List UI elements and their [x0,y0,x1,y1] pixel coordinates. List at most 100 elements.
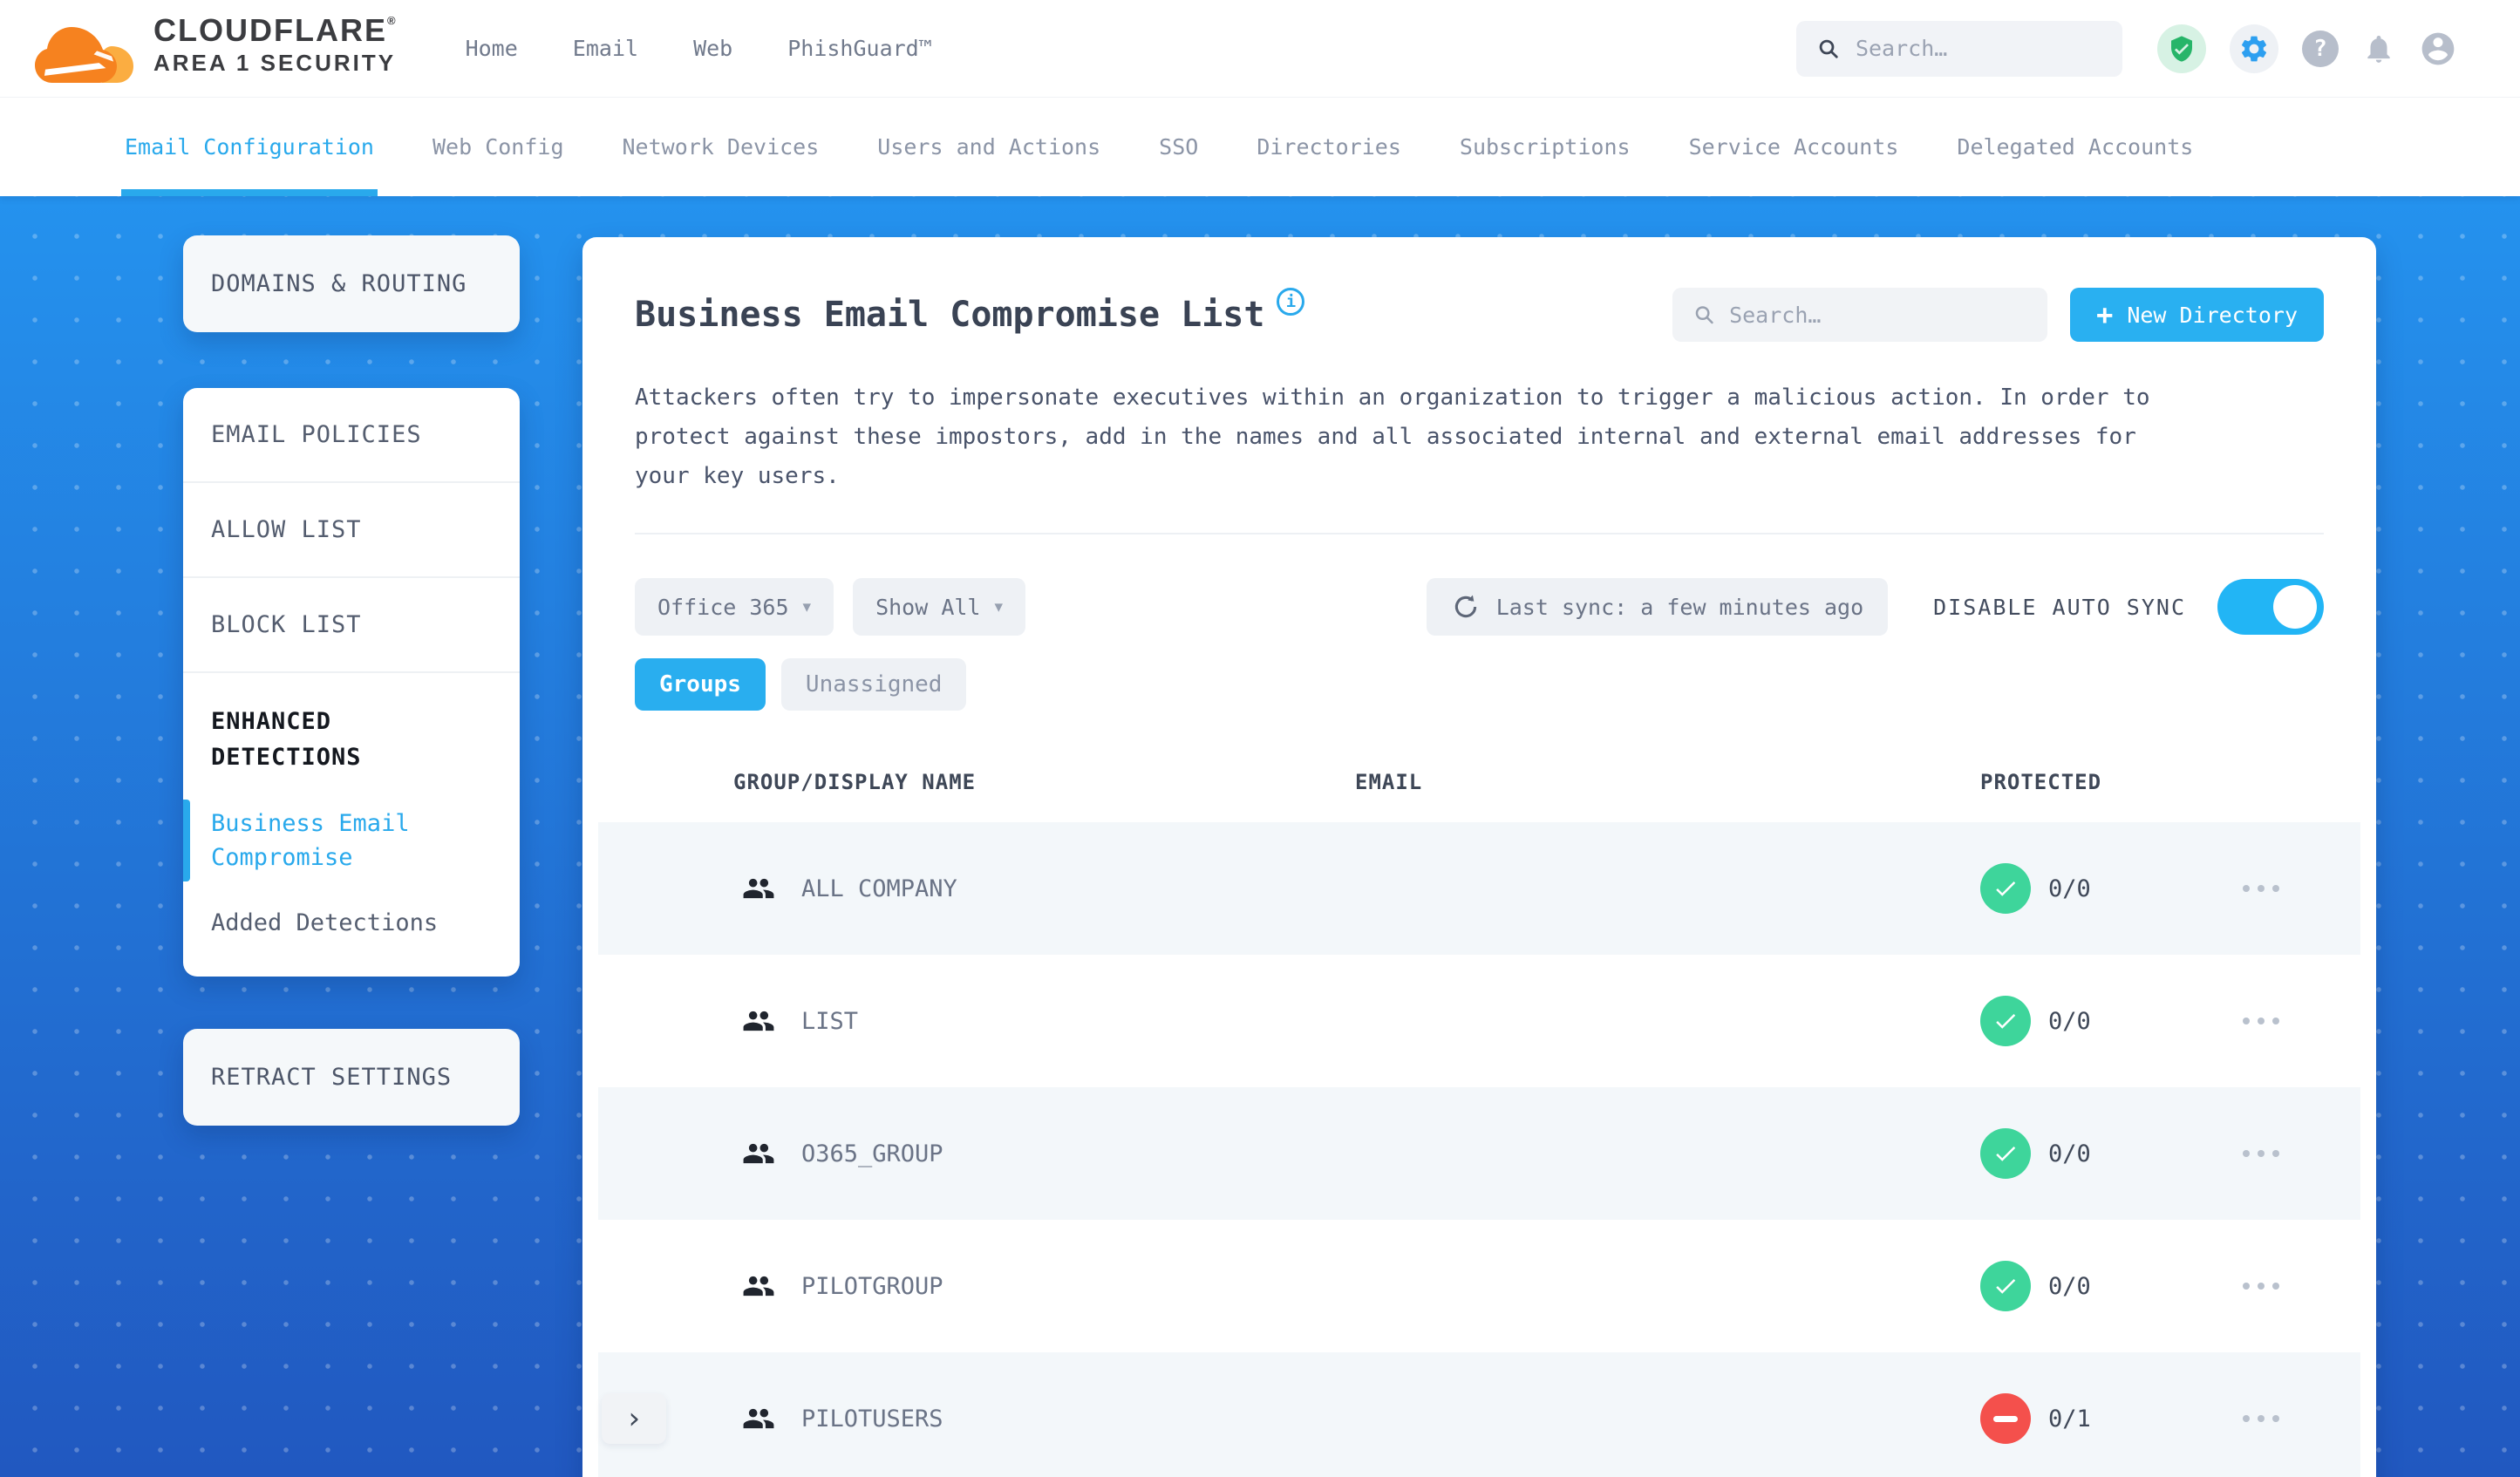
protected-count: 0/1 [2048,1405,2091,1433]
tab-network-devices[interactable]: Network Devices [622,134,820,160]
view-tab-unassigned[interactable]: Unassigned [780,658,967,711]
nav-email[interactable]: Email [572,36,639,61]
tab-subscriptions[interactable]: Subscriptions [1459,134,1631,160]
new-directory-label: New Directory [2127,302,2298,328]
group-people-icon [743,1011,774,1031]
brand-text: CLOUDFLARE ® AREA 1 SECURITY [153,11,398,77]
cloudflare-cloud-icon [35,26,133,83]
notifications-bell-icon[interactable] [2362,32,2395,65]
table-row[interactable]: ALL COMPANY 0/0 [598,822,2360,955]
row-menu-button[interactable] [2216,1283,2279,1290]
protected-count: 0/0 [2048,1272,2091,1300]
tab-service-accounts[interactable]: Service Accounts [1688,134,1899,160]
directory-filter-dropdown[interactable]: Office 365 ▾ [635,578,834,636]
table-row[interactable]: O365_GROUP 0/0 [598,1087,2360,1220]
search-icon [1819,39,1838,58]
tab-email-configuration[interactable]: Email Configuration [121,98,378,196]
tab-users-and-actions[interactable]: Users and Actions [877,134,1101,160]
show-filter-value: Show All [875,594,981,620]
auto-sync-label: DISABLE AUTO SYNC [1933,594,2186,620]
config-tabs: Email Configuration Web Config Network D… [0,98,2520,196]
table-row[interactable]: › PILOTUSERS 0/1 [598,1352,2360,1477]
last-sync-button[interactable]: Last sync: a few minutes ago [1426,578,1889,636]
sidebar-item-block-list[interactable]: BLOCK LIST [183,578,520,673]
global-search[interactable] [1796,20,2122,77]
chevron-down-icon: ▾ [802,597,812,616]
table-row[interactable]: LIST 0/0 [598,955,2360,1087]
sidebar-item-added-detections[interactable]: Added Detections [211,909,439,937]
page-title: Business Email Compromise List [635,295,1265,335]
global-search-input[interactable] [1855,36,2101,61]
protected-count: 0/0 [2048,875,2091,902]
group-name: PILOTGROUP [801,1272,943,1300]
table-row[interactable]: PILOTGROUP 0/0 [598,1220,2360,1352]
primary-nav: Home Email Web PhishGuard™ [466,36,932,61]
protected-status-badge [1980,1393,2031,1444]
sidebar-item-business-email-compromise[interactable]: Business Email Compromise [183,799,492,882]
nav-web[interactable]: Web [693,36,733,61]
chevron-down-icon: ▾ [994,597,1004,616]
tab-directories[interactable]: Directories [1257,134,1401,160]
page-description: Attackers often try to impersonate execu… [635,385,2150,489]
group-name: ALL COMPANY [801,875,957,902]
protected-status-badge [1980,996,2031,1046]
protected-status-badge [1980,1128,2031,1179]
table-body: ALL COMPANY 0/0 [598,822,2360,1477]
divider [635,533,2324,534]
refresh-icon [1454,595,1476,618]
brand-subtitle: AREA 1 SECURITY [153,50,397,77]
plus-icon: + [2096,298,2114,331]
sidebar-item-domains-routing[interactable]: DOMAINS & ROUTING [183,235,520,332]
settings-sidebar: DOMAINS & ROUTING EMAIL POLICIES ALLOW L… [183,235,520,1126]
info-icon[interactable]: i [1277,288,1305,316]
sidebar-item-retract-settings[interactable]: RETRACT SETTINGS [183,1029,520,1126]
check-icon [1996,881,2016,896]
view-tab-groups[interactable]: Groups [635,658,766,711]
sidebar-item-email-policies[interactable]: EMAIL POLICIES [183,388,520,483]
row-menu-button[interactable] [2216,1018,2279,1024]
protected-count: 0/0 [2048,1140,2091,1167]
help-glyph: ? [2313,35,2327,62]
minus-icon [1993,1415,2018,1422]
settings-gear-icon[interactable] [2230,24,2278,73]
new-directory-button[interactable]: + New Directory [2070,288,2324,342]
cloudflare-logo[interactable]: CLOUDFLARE ® AREA 1 SECURITY [35,11,398,85]
help-icon[interactable]: ? [2302,30,2339,67]
tab-delegated-accounts[interactable]: Delegated Accounts [1957,134,2194,160]
enhanced-detections-section: ENHANCED DETECTIONS Business Email Compr… [183,673,520,977]
sidebar-policy-card: EMAIL POLICIES ALLOW LIST BLOCK LIST ENH… [183,388,520,977]
auto-sync-toggle[interactable] [2217,579,2324,635]
last-sync-text: Last sync: a few minutes ago [1495,594,1864,620]
nav-phishguard[interactable]: PhishGuard™ [787,36,932,61]
list-search-input[interactable] [1729,302,2027,328]
sidebar-item-allow-list[interactable]: ALLOW LIST [183,483,520,578]
panel-header: Business Email Compromise List i + New D… [635,286,2324,344]
brand-name: CLOUDFLARE [153,11,387,48]
nav-home[interactable]: Home [465,36,518,61]
row-menu-button[interactable] [2216,1415,2279,1422]
group-people-icon [743,878,774,899]
filter-row: Office 365 ▾ Show All ▾ Last sync: a few… [635,578,2324,636]
view-tabs: Groups Unassigned [635,658,2324,711]
group-name: PILOTUSERS [801,1405,943,1433]
list-search[interactable] [1672,288,2048,342]
check-icon [1996,1147,2016,1161]
column-header-group: GROUP/DISPLAY NAME [733,770,977,794]
row-menu-button[interactable] [2216,1150,2279,1157]
tab-web-config[interactable]: Web Config [432,134,564,160]
group-people-icon [743,1276,774,1297]
table-header: GROUP/DISPLAY NAME EMAIL PROTECTED [598,742,2360,822]
directory-filter-value: Office 365 [657,594,789,620]
row-menu-button[interactable] [2216,885,2279,892]
registered-mark: ® [386,13,398,27]
top-header: CLOUDFLARE ® AREA 1 SECURITY Home Email … [0,0,2520,98]
shield-check-icon[interactable] [2157,24,2206,73]
tab-sso[interactable]: SSO [1159,134,1199,160]
groups-table: GROUP/DISPLAY NAME EMAIL PROTECTED ALL C… [598,742,2360,1477]
search-icon [1695,306,1713,324]
show-filter-dropdown[interactable]: Show All ▾ [853,578,1026,636]
row-expand-button[interactable]: › [602,1393,666,1444]
bec-list-panel: Business Email Compromise List i + New D… [582,237,2376,1477]
user-avatar-icon[interactable] [2419,30,2457,68]
